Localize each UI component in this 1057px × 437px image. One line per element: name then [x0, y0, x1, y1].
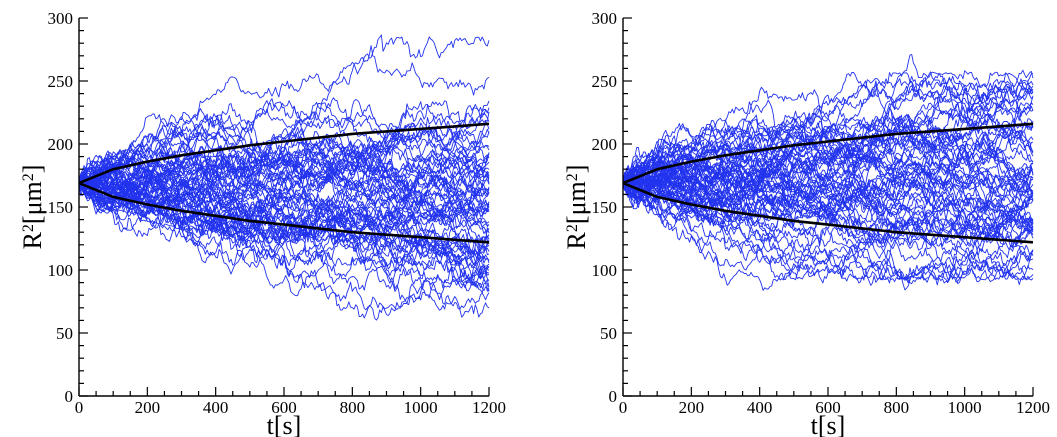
- trajectory-line: [78, 154, 490, 243]
- trajectory-line: [622, 180, 1034, 264]
- trajectory-line: [78, 141, 490, 208]
- y-tick-label: 50: [56, 324, 73, 343]
- trajectory-line: [622, 120, 1034, 186]
- trajectory-line: [78, 131, 490, 193]
- trajectory-line: [78, 174, 490, 273]
- trajectory-line: [78, 181, 490, 276]
- y-tick-label: 300: [48, 9, 74, 28]
- y-tick-label: 100: [592, 261, 618, 280]
- envelope-lower-line: [78, 181, 490, 244]
- trajectory-line: [622, 127, 1034, 226]
- trajectory-line: [78, 177, 490, 283]
- trajectory-line: [78, 166, 490, 219]
- trajectory-line: [78, 172, 490, 259]
- trajectory-group: [78, 34, 490, 321]
- trajectory-line: [622, 146, 1034, 262]
- trajectory-line: [78, 157, 490, 248]
- x-tick-label: 800: [884, 398, 910, 417]
- trajectory-line: [622, 165, 1034, 240]
- y-tick-label: 200: [592, 135, 618, 154]
- x-tick-label: 600: [271, 398, 297, 417]
- x-tick-label: 0: [619, 398, 628, 417]
- x-axis-title: t[s]: [811, 411, 846, 437]
- trajectory-line: [622, 126, 1034, 188]
- trajectory-line: [78, 121, 490, 195]
- trajectory-line: [78, 134, 490, 185]
- trajectory-line: [622, 145, 1034, 217]
- x-axis-title: t[s]: [267, 411, 302, 437]
- y-tick-label: 200: [48, 135, 74, 154]
- y-tick-label: 0: [609, 387, 618, 406]
- trajectory-line: [78, 111, 490, 228]
- x-tick-label: 200: [135, 398, 161, 417]
- y-axis-title: R2[μm2]: [562, 165, 591, 250]
- chart-panel-1: 0 200 400 600 800 1000 1200 0 50 100 150 200 250 300 t…: [18, 9, 506, 437]
- trajectory-line: [622, 180, 1034, 284]
- x-tick-label: 200: [679, 398, 705, 417]
- y-tick-label: 0: [65, 387, 74, 406]
- trajectory-line: [622, 148, 1034, 213]
- trajectory-line: [78, 176, 490, 248]
- envelope-upper-line: [622, 122, 1034, 185]
- trajectory-line: [78, 45, 490, 191]
- trajectory-line: [622, 138, 1034, 224]
- x-tick-label: 1000: [948, 398, 982, 417]
- x-tick-label: 400: [747, 398, 773, 417]
- y-tick-label: 150: [48, 198, 74, 217]
- trajectory-line: [622, 75, 1034, 190]
- trajectory-line: [78, 166, 490, 222]
- x-tick-label: 600: [815, 398, 841, 417]
- y-tick-label: 150: [592, 198, 618, 217]
- trajectory-line: [78, 167, 490, 292]
- y-tick-label: 250: [592, 72, 618, 91]
- x-tick-label: 1200: [472, 398, 506, 417]
- y-tick-label: 300: [592, 9, 618, 28]
- trajectory-line: [622, 183, 1034, 291]
- trajectory-line: [78, 175, 490, 232]
- trajectory-line: [79, 124, 490, 226]
- envelope-upper-line: [78, 122, 490, 185]
- x-tick-label: 0: [75, 398, 84, 417]
- y-tick-label: 250: [48, 72, 74, 91]
- trajectory-line: [622, 158, 1033, 209]
- trajectory-line: [78, 128, 490, 199]
- trajectory-line: [78, 180, 490, 277]
- trajectory-line: [78, 143, 490, 214]
- trajectory-line: [622, 110, 1034, 207]
- trajectory-line: [622, 54, 1034, 184]
- trajectory-line: [622, 79, 1034, 184]
- trajectory-line: [78, 117, 490, 190]
- envelope-lower-line: [622, 181, 1034, 244]
- trajectory-line: [622, 172, 1034, 286]
- trajectory-line: [622, 80, 1034, 192]
- chart-panel-2: 0 200 400 600 800 1000 1200 0 50 100 150 200 250 300 t…: [562, 9, 1050, 437]
- y-axis-title: R2[μm2]: [18, 165, 47, 250]
- y-tick-label: 100: [48, 261, 74, 280]
- trajectory-line: [622, 72, 1034, 188]
- x-tick-label: 1000: [404, 398, 438, 417]
- trajectory-line: [622, 152, 1034, 208]
- trajectory-line: [622, 162, 1034, 233]
- x-tick-label: 1200: [1016, 398, 1050, 417]
- x-tick-label: 400: [203, 398, 229, 417]
- trajectory-line: [622, 123, 1034, 197]
- trajectory-group: [622, 54, 1034, 291]
- trajectory-line: [622, 135, 1034, 192]
- x-tick-label: 800: [340, 398, 366, 417]
- y-tick-label: 50: [600, 324, 617, 343]
